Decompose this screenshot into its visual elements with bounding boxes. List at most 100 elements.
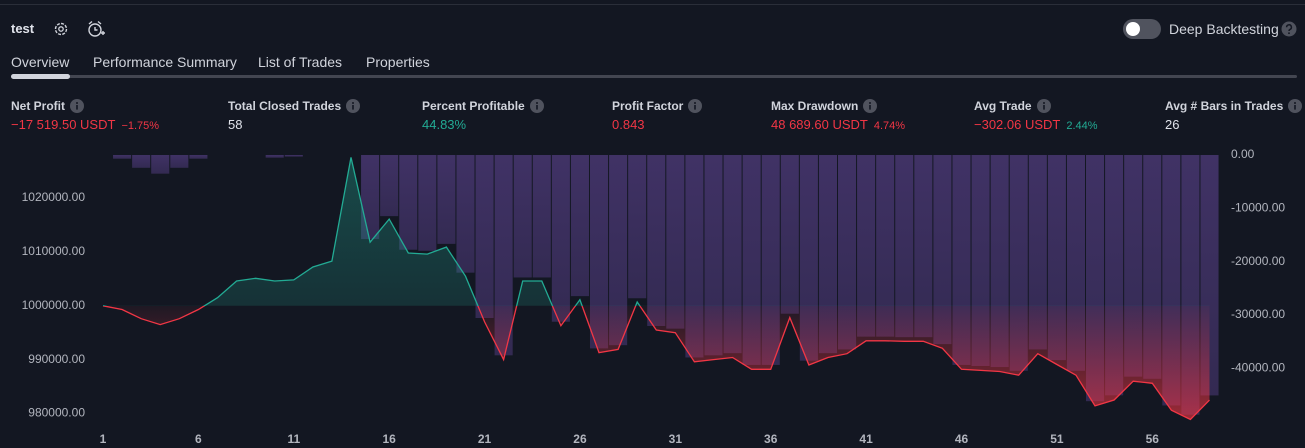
metric-value-text: 48 689.60 USDT (771, 117, 868, 132)
metric-value: −17 519.50 USDT −1.75% (11, 117, 159, 132)
drawdown-bar (132, 155, 151, 168)
drawdown-bar (551, 155, 570, 322)
x-tick-label: 6 (195, 432, 202, 446)
help-icon[interactable] (1281, 21, 1297, 37)
y-tick-label: 990000.00 (28, 352, 85, 366)
y2-tick-label: -10000.00 (1231, 201, 1285, 215)
info-icon[interactable] (70, 99, 84, 113)
tab[interactable]: List of Trades (258, 54, 343, 70)
metric-value-text: 58 (228, 117, 243, 132)
drawdown-bar (189, 155, 208, 159)
drawdown-bar (170, 155, 189, 168)
info-icon[interactable] (529, 99, 544, 113)
x-tick-label: 46 (955, 432, 969, 446)
drawdown-bar (570, 155, 589, 297)
y2-tick-label: -40000.00 (1231, 361, 1285, 375)
x-tick-label: 21 (478, 432, 492, 446)
x-tick-label: 51 (1050, 432, 1064, 446)
drawdown-bar (895, 155, 914, 338)
drawdown-bar (399, 155, 418, 250)
drawdown-bar (494, 155, 513, 356)
drawdown-bar (857, 155, 876, 337)
x-tick-label: 11 (287, 432, 300, 446)
metric-label: Net Profit (11, 99, 84, 113)
metric-label-text: Percent Profitable (422, 99, 525, 113)
equity-line (102, 157, 1210, 421)
metric-value: 48 689.60 USDT 4.74% (771, 117, 905, 132)
tab[interactable]: Overview (11, 54, 70, 70)
info-icon[interactable] (1036, 99, 1051, 113)
metric-value: 58 (228, 117, 242, 132)
drawdown-bar (265, 155, 284, 158)
metric-value: 26 (1165, 117, 1179, 132)
tab[interactable]: Properties (366, 54, 430, 70)
x-tick-label: 1 (100, 432, 107, 446)
info-icon[interactable] (863, 99, 878, 113)
alert-icon[interactable] (86, 19, 106, 39)
metric-value-text: 44.83% (422, 117, 467, 132)
metric-value-text: 0.843 (612, 117, 645, 132)
drawdown-bar (284, 155, 303, 157)
metric-change: 2.44% (1066, 120, 1098, 132)
x-tick-label: 26 (573, 432, 587, 446)
tab[interactable]: Performance Summary (93, 54, 237, 70)
info-icon[interactable] (346, 99, 361, 113)
x-tick-label: 41 (859, 432, 873, 446)
y-tick-label: 1000000.00 (22, 298, 86, 312)
metric-label-text: Total Closed Trades (228, 99, 342, 113)
drawdown-bar (837, 155, 857, 350)
drawdown-bar (876, 155, 895, 337)
metric-label-text: Avg # Bars in Trades (1165, 99, 1284, 113)
metric-value-text: 26 (1165, 117, 1180, 132)
drawdown-bar (818, 155, 837, 354)
metric-change: 4.74% (873, 120, 906, 132)
metric-label-text: Net Profit (11, 99, 65, 113)
metric-change: −1.75% (121, 120, 160, 132)
drawdown-bar (609, 155, 628, 346)
drawdown-bar (151, 155, 170, 174)
metric-label-text: Profit Factor (612, 99, 684, 113)
info-icon[interactable] (688, 99, 703, 113)
drawdown-bar (361, 155, 380, 240)
metric-value-text: −17 519.50 USDT (11, 117, 116, 132)
y-tick-label: 980000.00 (28, 406, 85, 420)
drawdown-bar (437, 155, 456, 244)
info-icon[interactable] (1288, 99, 1303, 113)
metric-value: 0.843 (612, 117, 645, 132)
x-tick-label: 36 (764, 432, 778, 446)
drawdown-bar (628, 155, 647, 299)
drawdown-bar (418, 155, 437, 251)
drawdown-bar (780, 155, 799, 314)
metric-label: Profit Factor (612, 99, 703, 113)
metric-value: 44.83% (422, 117, 466, 132)
metric-label: Avg # Bars in Trades (1165, 99, 1303, 113)
strategy-title[interactable]: test (11, 21, 35, 36)
metric-label: Max Drawdown (771, 99, 878, 113)
deep-backtesting-toggle[interactable] (1123, 19, 1161, 39)
metric-value-text: −302.06 USDT (974, 117, 1061, 132)
drawdown-bar (704, 155, 723, 356)
y2-tick-label: -20000.00 (1231, 254, 1285, 268)
metric-value: −302.06 USDT 2.44% (974, 117, 1098, 132)
metric-label: Percent Profitable (422, 99, 544, 113)
drawdown-bar (723, 155, 742, 354)
y-tick-label: 1010000.00 (22, 244, 86, 258)
drawdown-bar (513, 155, 532, 278)
tab-track (11, 75, 1297, 78)
drawdown-bar (933, 155, 952, 345)
metric-label-text: Avg Trade (974, 99, 1032, 113)
drawdown-bar (647, 155, 666, 326)
y2-tick-label: -30000.00 (1231, 307, 1285, 321)
settings-icon[interactable] (52, 20, 70, 38)
drawdown-bar (914, 155, 933, 338)
drawdown-bar (475, 155, 494, 318)
y-tick-label: 1020000.00 (22, 190, 86, 204)
metric-label: Avg Trade (974, 99, 1051, 113)
active-tab-indicator (11, 74, 70, 79)
x-tick-label: 56 (1146, 432, 1160, 446)
metric-label: Total Closed Trades (228, 99, 361, 113)
top-border (0, 4, 1305, 5)
drawdown-bar (113, 155, 132, 159)
